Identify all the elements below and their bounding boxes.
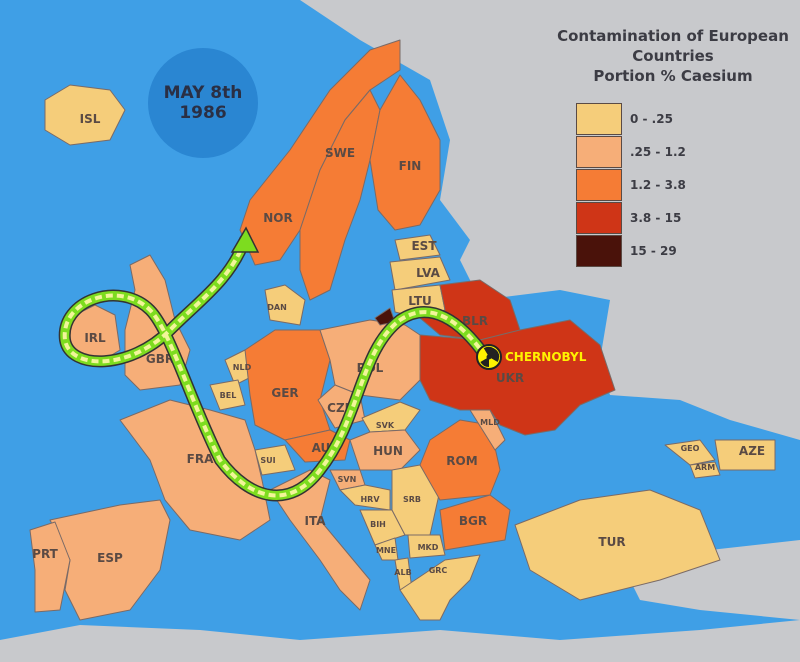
country-label: ESP: [97, 551, 123, 565]
country-label: GRC: [429, 566, 448, 575]
country-label: MLD: [480, 418, 500, 427]
legend-swatch: [576, 135, 622, 168]
country-grc: [399, 554, 481, 621]
country-label: UKR: [496, 371, 524, 385]
land-russia: [300, 0, 800, 440]
country-label: PRT: [32, 547, 58, 561]
legend-swatch: [576, 234, 622, 267]
country-label: SVK: [376, 421, 395, 430]
legend-title-3: Portion % Caesium: [593, 67, 753, 85]
country-label: SVN: [338, 475, 357, 484]
chernobyl-label: CHERNOBYL: [505, 350, 587, 364]
legend-label: 0 - .25: [630, 111, 673, 126]
country-label: SRB: [403, 495, 421, 504]
legend-item: .25 - 1.2: [576, 135, 798, 168]
legend-label: 3.8 - 15: [630, 210, 682, 225]
year-line: 1986: [179, 103, 227, 123]
legend-swatch: [576, 168, 622, 201]
legend-label: .25 - 1.2: [630, 144, 686, 159]
country-lva: [389, 256, 451, 291]
country-dan: [264, 284, 306, 326]
country-svk: [361, 401, 421, 433]
country-label: SWE: [325, 146, 355, 160]
legend-item: 15 - 29: [576, 234, 798, 267]
country-rom: [419, 419, 501, 501]
country-tur: [514, 489, 721, 601]
country-label: BLR: [462, 314, 488, 328]
country-label: DAN: [267, 303, 287, 312]
country-bel: [209, 379, 246, 411]
legend-swatch: [576, 102, 622, 135]
country-mld: [469, 409, 506, 451]
country-label: EST: [411, 239, 437, 253]
country-geo: [664, 439, 716, 466]
legend-item: 0 - .25: [576, 102, 798, 135]
country-label: BIH: [370, 520, 386, 529]
country-label: ISL: [80, 112, 101, 126]
country-label: HRV: [360, 495, 380, 504]
plume-arrowhead-icon: [230, 226, 260, 253]
radiation-icon: [476, 344, 502, 370]
country-mkd: [407, 534, 446, 559]
country-label: ROM: [446, 454, 477, 468]
date-line: MAY 8th: [163, 83, 243, 103]
country-ger: [244, 329, 331, 441]
country-label: ARM: [695, 463, 715, 472]
legend-item: 3.8 - 15: [576, 201, 798, 234]
legend-title-1: Contamination of European: [557, 27, 789, 45]
country-ukr: [419, 319, 616, 436]
country-prt: [29, 521, 71, 613]
country-label: FRA: [187, 452, 214, 466]
country-label: AZE: [739, 444, 765, 458]
country-label: MKD: [418, 543, 439, 552]
country-label: GBR: [146, 352, 174, 366]
legend-item: 1.2 - 3.8: [576, 168, 798, 201]
country-label: FIN: [399, 159, 422, 173]
country-label: LVA: [416, 266, 440, 280]
country-label: MNE: [376, 546, 396, 555]
legend: Contamination of European Countries Port…: [548, 26, 798, 267]
country-label: BEL: [220, 391, 237, 400]
country-arm: [689, 461, 721, 479]
country-bgr: [439, 494, 511, 551]
country-label: IRL: [84, 331, 106, 345]
country-label: LTU: [408, 294, 432, 308]
country-label: GEO: [681, 444, 700, 453]
country-label: HUN: [373, 444, 403, 458]
country-est: [394, 234, 441, 261]
country-label: ALB: [394, 568, 411, 577]
legend-title-2: Countries: [632, 47, 714, 65]
country-label: TUR: [598, 535, 625, 549]
country-label: NLD: [233, 363, 252, 372]
legend-label: 15 - 29: [630, 243, 677, 258]
country-aze: [714, 439, 776, 471]
country-sui: [254, 444, 296, 476]
country-label: NOR: [263, 211, 292, 225]
country-label: GER: [271, 386, 298, 400]
legend-swatch: [576, 201, 622, 234]
land-africa: [0, 620, 800, 662]
country-hrv: [339, 484, 391, 511]
country-nor: [239, 39, 401, 266]
legend-label: 1.2 - 3.8: [630, 177, 686, 192]
country-isl: [44, 84, 126, 146]
country-label: ITA: [304, 514, 326, 528]
plume-path-dashes: [62, 239, 488, 498]
country-fin: [369, 74, 441, 231]
country-label: SUI: [260, 456, 275, 465]
date-badge: MAY 8th 1986: [148, 48, 258, 158]
country-swe: [299, 89, 381, 301]
country-label: BGR: [459, 514, 487, 528]
